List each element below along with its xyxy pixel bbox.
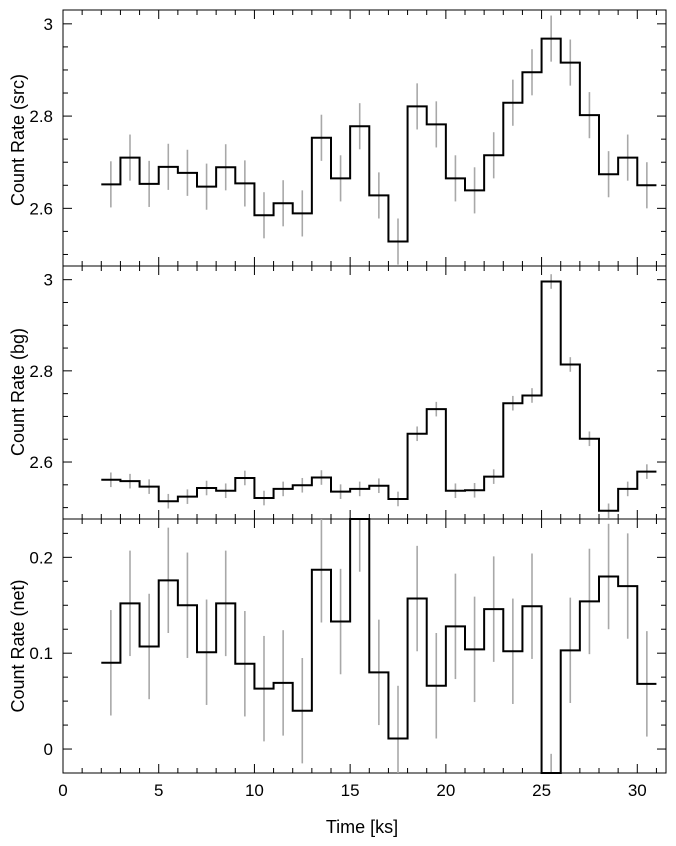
- step-line-1: [101, 280, 657, 512]
- y-axis-label-net: Count Rate (net): [8, 579, 28, 712]
- x-tick-label: 30: [628, 781, 647, 800]
- x-tick-label: 5: [154, 781, 163, 800]
- y-tick-label: 3: [44, 15, 53, 34]
- y-tick-label: 0: [44, 740, 53, 759]
- x-tick-label: 10: [245, 781, 264, 800]
- panel-frame-0: [62, 9, 667, 267]
- panel-frame-1: [62, 265, 667, 520]
- x-axis-label: Time [ks]: [326, 817, 398, 837]
- y-tick-label: 2.8: [29, 107, 53, 126]
- y-tick-label: 2.8: [29, 362, 53, 381]
- y-axis-label-src: Count Rate (src): [8, 74, 28, 206]
- y-tick-label: 3: [44, 271, 53, 290]
- x-tick-label: 20: [436, 781, 455, 800]
- x-tick-label: 25: [532, 781, 551, 800]
- step-line-2: [101, 518, 657, 774]
- x-tick-label: 0: [58, 781, 67, 800]
- y-axis-label-bg: Count Rate (bg): [8, 328, 28, 456]
- step-line-0: [101, 37, 657, 243]
- y-tick-label: 2.6: [29, 199, 53, 218]
- x-tick-label: 15: [341, 781, 360, 800]
- y-tick-label: 0.1: [29, 644, 53, 663]
- y-tick-label: 2.6: [29, 453, 53, 472]
- y-tick-label: 0.2: [29, 548, 53, 567]
